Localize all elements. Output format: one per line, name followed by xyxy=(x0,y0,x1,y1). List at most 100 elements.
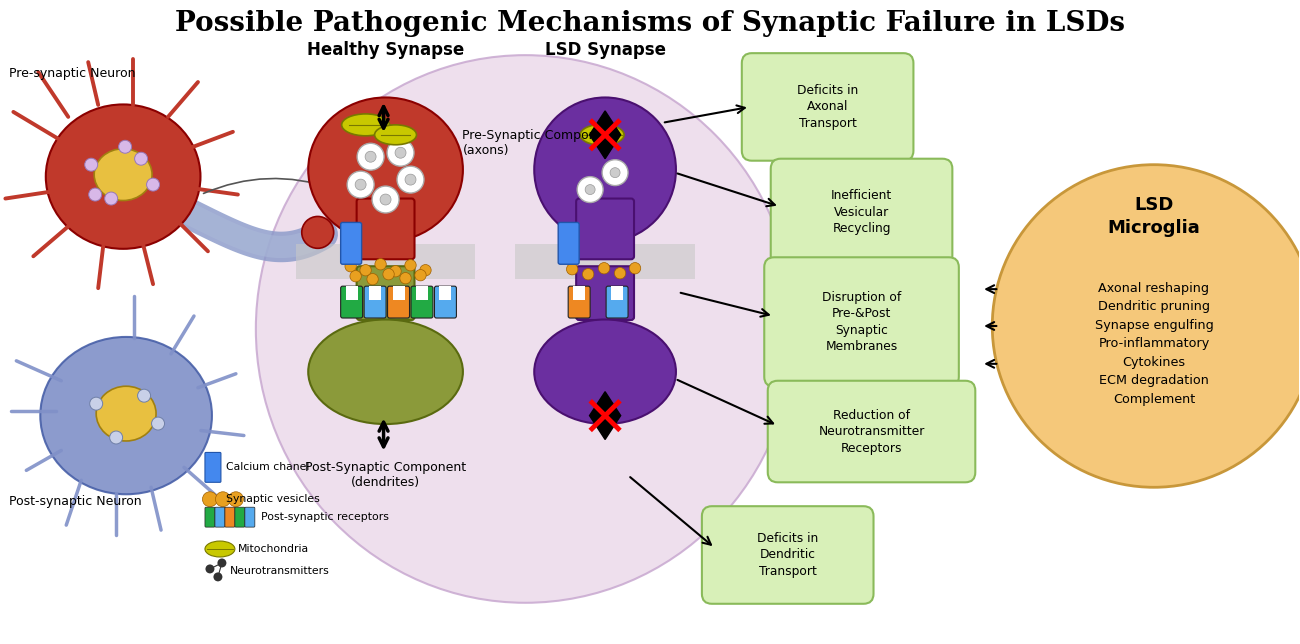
Ellipse shape xyxy=(308,319,463,424)
Text: Neurotransmitters: Neurotransmitters xyxy=(230,566,330,576)
FancyBboxPatch shape xyxy=(576,198,634,260)
Ellipse shape xyxy=(374,125,416,145)
Circle shape xyxy=(365,151,376,162)
Circle shape xyxy=(350,270,361,282)
Circle shape xyxy=(216,492,230,507)
Ellipse shape xyxy=(94,149,152,200)
Text: Disruption of
Pre-&Post
Synaptic
Membranes: Disruption of Pre-&Post Synaptic Membran… xyxy=(822,290,901,354)
FancyBboxPatch shape xyxy=(393,286,404,300)
Circle shape xyxy=(585,185,595,194)
FancyBboxPatch shape xyxy=(702,506,874,604)
Circle shape xyxy=(992,165,1300,488)
Ellipse shape xyxy=(308,97,463,242)
Circle shape xyxy=(400,272,411,284)
Text: Calcium chanel: Calcium chanel xyxy=(226,462,309,472)
Ellipse shape xyxy=(534,97,676,242)
Circle shape xyxy=(404,260,416,271)
Text: Reduction of
Neurotransmitter
Receptors: Reduction of Neurotransmitter Receptors xyxy=(818,408,924,455)
FancyBboxPatch shape xyxy=(296,244,476,279)
Circle shape xyxy=(229,492,243,507)
Circle shape xyxy=(615,267,625,279)
Circle shape xyxy=(217,558,226,567)
Text: Mitochondria: Mitochondria xyxy=(238,544,309,554)
Ellipse shape xyxy=(342,114,390,136)
FancyBboxPatch shape xyxy=(214,507,225,527)
Circle shape xyxy=(598,263,610,274)
Circle shape xyxy=(138,389,151,402)
Circle shape xyxy=(567,263,578,275)
Circle shape xyxy=(118,140,131,153)
FancyBboxPatch shape xyxy=(606,286,628,318)
FancyBboxPatch shape xyxy=(411,286,433,318)
Circle shape xyxy=(374,259,386,270)
FancyBboxPatch shape xyxy=(764,258,959,386)
FancyBboxPatch shape xyxy=(364,286,386,318)
Circle shape xyxy=(390,265,402,277)
Circle shape xyxy=(610,167,620,178)
Ellipse shape xyxy=(205,541,235,557)
FancyBboxPatch shape xyxy=(771,158,953,266)
FancyBboxPatch shape xyxy=(768,381,975,482)
Circle shape xyxy=(347,171,374,198)
Text: LSD
Microglia: LSD Microglia xyxy=(1108,196,1200,236)
Text: Pre-Synaptic Component
(axons): Pre-Synaptic Component (axons) xyxy=(463,129,618,156)
Circle shape xyxy=(387,139,413,166)
FancyBboxPatch shape xyxy=(568,286,590,318)
Text: Post-Synaptic Component
(dendrites): Post-Synaptic Component (dendrites) xyxy=(306,461,467,489)
Circle shape xyxy=(582,269,594,280)
Circle shape xyxy=(355,179,367,190)
Ellipse shape xyxy=(534,319,676,424)
Text: Pre-synaptic Neuron: Pre-synaptic Neuron xyxy=(9,66,136,80)
Circle shape xyxy=(90,397,103,410)
Ellipse shape xyxy=(40,337,212,494)
FancyBboxPatch shape xyxy=(558,222,580,264)
Circle shape xyxy=(420,265,432,276)
Text: Post-synaptic Neuron: Post-synaptic Neuron xyxy=(9,495,142,507)
Text: Deficits in
Axonal
Transport: Deficits in Axonal Transport xyxy=(797,84,858,130)
Polygon shape xyxy=(589,111,620,158)
FancyBboxPatch shape xyxy=(205,507,214,527)
Circle shape xyxy=(213,573,222,582)
FancyBboxPatch shape xyxy=(356,198,415,260)
Circle shape xyxy=(367,274,378,285)
FancyBboxPatch shape xyxy=(611,286,623,300)
Circle shape xyxy=(415,270,426,281)
FancyBboxPatch shape xyxy=(346,286,358,300)
FancyBboxPatch shape xyxy=(205,453,221,482)
FancyBboxPatch shape xyxy=(244,507,255,527)
Circle shape xyxy=(147,178,160,191)
Ellipse shape xyxy=(96,386,156,441)
Circle shape xyxy=(602,160,628,185)
FancyBboxPatch shape xyxy=(341,286,363,318)
Circle shape xyxy=(629,263,641,274)
Text: LSD Synapse: LSD Synapse xyxy=(545,41,666,59)
Ellipse shape xyxy=(256,55,794,603)
Polygon shape xyxy=(589,392,620,439)
FancyBboxPatch shape xyxy=(439,286,451,300)
Circle shape xyxy=(380,194,391,205)
FancyBboxPatch shape xyxy=(515,244,696,279)
Circle shape xyxy=(203,492,217,507)
Text: Deficits in
Dendritic
Transport: Deficits in Dendritic Transport xyxy=(757,532,818,578)
Circle shape xyxy=(152,417,165,430)
Circle shape xyxy=(88,188,101,201)
Ellipse shape xyxy=(46,104,200,249)
Circle shape xyxy=(344,261,356,272)
FancyBboxPatch shape xyxy=(356,266,415,320)
FancyBboxPatch shape xyxy=(225,507,235,527)
Circle shape xyxy=(109,431,122,444)
Ellipse shape xyxy=(580,124,624,146)
FancyBboxPatch shape xyxy=(416,286,428,300)
FancyBboxPatch shape xyxy=(742,53,914,161)
FancyBboxPatch shape xyxy=(235,507,244,527)
Text: Synaptic vesicles: Synaptic vesicles xyxy=(226,494,320,504)
Circle shape xyxy=(406,174,416,185)
Circle shape xyxy=(577,176,603,202)
Circle shape xyxy=(302,216,334,249)
Circle shape xyxy=(372,186,399,213)
Circle shape xyxy=(395,147,406,158)
Circle shape xyxy=(135,152,148,165)
FancyBboxPatch shape xyxy=(341,222,361,264)
FancyBboxPatch shape xyxy=(369,286,381,300)
Text: Healthy Synapse: Healthy Synapse xyxy=(307,41,464,59)
